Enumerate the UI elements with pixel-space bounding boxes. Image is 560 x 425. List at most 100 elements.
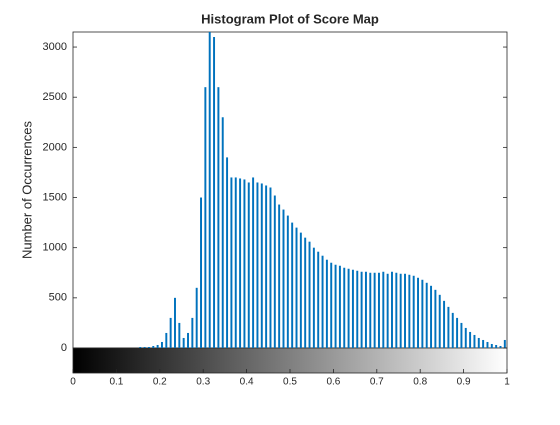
bar xyxy=(443,300,446,348)
bar xyxy=(286,215,289,348)
bar xyxy=(377,272,380,348)
bar xyxy=(265,185,268,348)
bar xyxy=(187,332,189,348)
bar xyxy=(152,345,155,348)
bar xyxy=(486,341,489,348)
bar xyxy=(499,345,502,348)
bar xyxy=(217,87,220,348)
bar xyxy=(178,322,181,348)
bar xyxy=(434,289,437,348)
bar xyxy=(139,346,142,348)
bar xyxy=(165,332,168,348)
bar xyxy=(347,268,350,348)
y-tick-label: 1500 xyxy=(43,191,67,203)
bar xyxy=(391,271,393,348)
bar xyxy=(482,339,485,348)
bar xyxy=(386,273,389,348)
x-tick-label: 1 xyxy=(504,377,510,388)
bar xyxy=(404,273,406,348)
bar xyxy=(351,269,354,348)
bar xyxy=(490,343,493,348)
bar xyxy=(234,177,237,348)
bar xyxy=(247,182,250,348)
bar xyxy=(174,297,176,348)
bar xyxy=(451,312,454,348)
plot-area xyxy=(72,31,508,349)
bars xyxy=(139,32,506,349)
bar xyxy=(317,251,320,348)
bar xyxy=(412,275,415,348)
bar xyxy=(256,182,259,348)
bar xyxy=(438,294,441,348)
bar xyxy=(204,87,207,348)
bar xyxy=(208,32,211,348)
bar xyxy=(343,267,346,348)
bar xyxy=(325,259,328,348)
bar xyxy=(417,277,420,348)
y-tick-label: 1000 xyxy=(43,242,67,254)
bar xyxy=(464,327,467,348)
x-tick-label: 0.3 xyxy=(196,377,210,388)
x-tick-label: 0.2 xyxy=(153,377,167,388)
bar xyxy=(156,344,159,348)
x-tick-label: 0.4 xyxy=(240,377,254,388)
y-tick-label: 500 xyxy=(49,292,67,304)
y-tick-label: 2000 xyxy=(43,141,67,153)
bar xyxy=(360,271,363,348)
bar xyxy=(169,317,172,348)
x-tick-label: 0.5 xyxy=(283,377,297,388)
x-tick-label: 0.7 xyxy=(370,377,384,388)
bar xyxy=(356,270,359,348)
bar xyxy=(273,195,276,348)
bar xyxy=(230,177,233,348)
bar xyxy=(243,179,246,348)
bar xyxy=(143,346,146,348)
bar xyxy=(334,264,337,348)
bar xyxy=(260,183,263,348)
y-axis-label: Number of Occurrences xyxy=(19,121,34,259)
bar xyxy=(330,262,333,348)
bar xyxy=(295,227,298,348)
bar xyxy=(282,209,285,348)
bar xyxy=(338,265,341,348)
bar xyxy=(447,306,450,348)
bar xyxy=(369,272,372,348)
bar xyxy=(477,337,480,348)
bar xyxy=(147,346,150,348)
y-tick-label: 0 xyxy=(61,342,67,354)
x-tick-label: 0 xyxy=(70,377,76,388)
y-tick-label: 3000 xyxy=(43,41,67,53)
bar xyxy=(269,187,272,348)
bar xyxy=(395,272,398,348)
bar xyxy=(399,273,402,348)
bar xyxy=(160,341,163,348)
bar xyxy=(421,279,424,348)
bar xyxy=(495,344,498,348)
bar xyxy=(304,237,307,348)
bar xyxy=(312,247,315,348)
y-tick-label: 2500 xyxy=(43,91,67,103)
bar xyxy=(252,177,255,348)
x-tick-label: 0.9 xyxy=(457,377,471,388)
bar xyxy=(425,282,428,348)
bar xyxy=(278,204,281,348)
bar xyxy=(299,232,302,348)
bar xyxy=(191,317,194,348)
bar xyxy=(364,271,367,348)
bar xyxy=(226,157,229,348)
x-tick-label: 0.6 xyxy=(326,377,340,388)
x-tick-label: 0.1 xyxy=(109,377,123,388)
bar xyxy=(430,285,433,348)
bar xyxy=(200,197,203,348)
bar xyxy=(221,117,224,349)
chart-title: Histogram Plot of Score Map xyxy=(201,11,379,26)
bar xyxy=(503,339,506,348)
x-tick-label: 0.8 xyxy=(413,377,427,388)
bar xyxy=(308,241,311,348)
bar xyxy=(456,317,459,348)
bar xyxy=(195,287,198,348)
bar xyxy=(373,272,376,348)
colorbar xyxy=(72,347,508,374)
bar xyxy=(460,322,463,348)
